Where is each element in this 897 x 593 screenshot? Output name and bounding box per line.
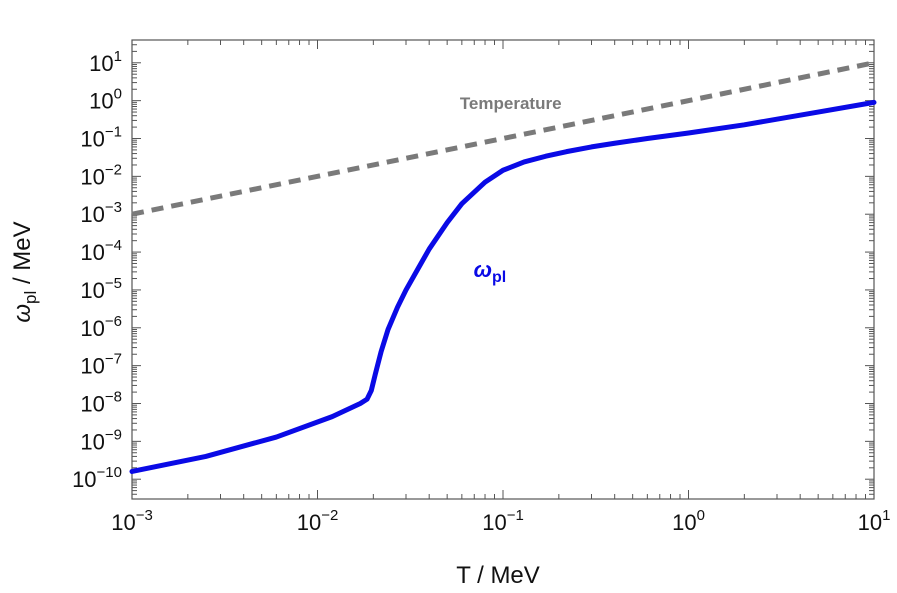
- y-tick-label: 10−1: [80, 124, 122, 152]
- y-tick-label: 100: [89, 86, 122, 114]
- axis-ticks: [131, 39, 875, 500]
- y-tick-label: 10−9: [80, 426, 122, 454]
- x-tick-label: 10−1: [482, 507, 524, 535]
- y-tick-label: 10−2: [80, 161, 122, 189]
- tick-labels: 10−3 10−2 10−1 100 101 10−10 10−9 10−8 10−7 10−6 1…: [72, 48, 890, 535]
- x-axis-title: T / MeV: [456, 562, 540, 589]
- temperature-series-line: [131, 60, 875, 217]
- y-axis-title: ωpl / MeV: [9, 221, 40, 322]
- x-tick-label: 101: [858, 507, 891, 535]
- x-tick-label: 100: [672, 507, 705, 535]
- y-tick-label: 10−7: [80, 351, 122, 379]
- omega_pl-series-line: [129, 99, 877, 474]
- x-tick-label: 10−2: [297, 507, 339, 535]
- y-tick-label: 10−5: [80, 275, 122, 303]
- annotations: Temperature ωpl: [460, 94, 562, 286]
- omega-pl-label: ωpl: [474, 257, 507, 286]
- y-tick-label: 10−6: [80, 313, 122, 341]
- y-tick-label: 10−4: [80, 237, 122, 265]
- x-tick-label: 10−3: [111, 507, 153, 535]
- curves: [129, 60, 877, 474]
- y-tick-label: 101: [89, 48, 122, 76]
- y-tick-label: 10−10: [72, 464, 122, 492]
- y-tick-label: 10−8: [80, 388, 122, 416]
- y-tick-label: 10−3: [80, 199, 122, 227]
- temperature-label: Temperature: [460, 94, 562, 113]
